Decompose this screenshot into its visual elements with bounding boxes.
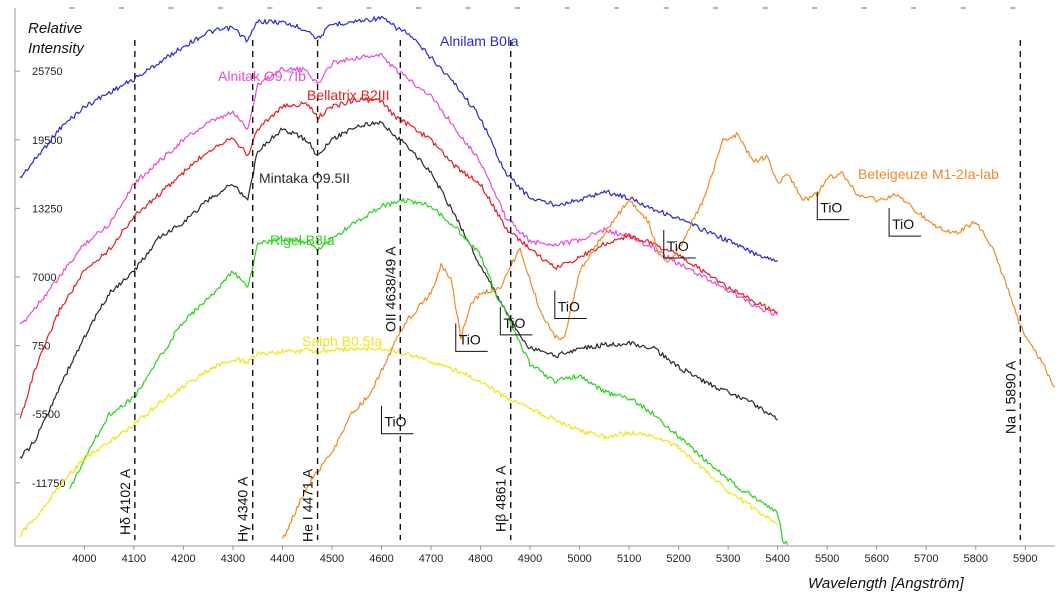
x-tick-label: 5300 [716, 553, 740, 565]
y-tick-label: 7000 [32, 272, 56, 284]
x-tick-label: 5900 [1013, 553, 1037, 565]
series-line [281, 131, 1056, 539]
series-label: Saiph B0.5Ia [302, 333, 382, 349]
series-label: Alnitak O9.7Ib [218, 68, 306, 84]
y-tick-label: -11750 [32, 478, 65, 490]
series-line [19, 52, 779, 325]
x-tick-label: 4000 [72, 553, 96, 565]
spectral-line-label: Na I 5890 A [1002, 360, 1018, 434]
x-tick-label: 4700 [419, 553, 443, 565]
spectral-line-label: Hβ 4861 A [493, 465, 509, 532]
x-tick-label: 4800 [468, 553, 492, 565]
series-line [19, 346, 778, 538]
series-line [19, 120, 778, 459]
axes [14, 8, 1055, 547]
spectral-line-label: He I 4471 A [300, 468, 316, 542]
tio-bracket [554, 290, 587, 319]
x-tick-label: 5500 [815, 553, 839, 565]
spectral-line-markers: Hδ 4102 A Hγ 4340 A He I 4471 A OII 4638/49… [117, 40, 1022, 542]
tio-bracket [816, 191, 850, 221]
tio-bracket [499, 306, 533, 336]
x-tick-label: 5400 [765, 553, 789, 565]
y-axis-title-line1: Relative [28, 20, 82, 37]
tio-bracket [380, 405, 414, 435]
x-tick-label: 5200 [666, 553, 690, 565]
series-line [68, 197, 789, 546]
spectral-line-label: Hδ 4102 A [117, 468, 133, 535]
tio-bracket [455, 323, 488, 352]
x-axis-title: Wavelength [Angström] [808, 575, 964, 592]
x-tick-group: 4000 4100 4200 4300 4400 4500 4600 4700 4800 4900… [69, 7, 1038, 565]
tio-bracket [888, 208, 922, 237]
spectral-line-label: OII 4638/49 A [382, 246, 398, 332]
tio-label: TiO [459, 331, 481, 347]
tio-markers: TiO TiO TiO TiO TiO TiO TiO [380, 191, 922, 435]
tio-label: TiO [820, 200, 842, 216]
x-tick-label: 4400 [270, 553, 294, 565]
y-tick-label: 750 [32, 341, 50, 353]
x-tick-label: 4300 [221, 553, 245, 565]
series-lines [19, 15, 1056, 546]
series-line [19, 97, 778, 419]
series-label: Bellatrix B2III [307, 87, 389, 103]
x-tick-label: 5600 [864, 553, 888, 565]
x-tick-label: 4200 [171, 553, 195, 565]
x-tick-label: 5000 [567, 553, 591, 565]
tio-label: TiO [667, 238, 689, 254]
y-tick-label: 25750 [32, 66, 63, 78]
y-tick-label: 19500 [32, 135, 63, 147]
x-tick-label: 4100 [122, 553, 146, 565]
x-tick-label: 4600 [369, 553, 393, 565]
spectral-line-label: Hγ 4340 A [235, 476, 251, 542]
series-line [19, 15, 779, 262]
series-label: Alnilam B0Ia [440, 33, 519, 49]
tio-bracket [663, 230, 696, 259]
series-label: Rigel B8Ia [270, 232, 335, 248]
x-tick-label: 5800 [964, 553, 988, 565]
tio-label: TiO [558, 298, 580, 314]
tio-label: TiO [384, 414, 406, 430]
tio-label: TiO [892, 216, 914, 232]
series-label: Beteigeuze M1-2Ia-lab [858, 166, 999, 182]
y-axis-title-line2: Intensity [28, 40, 85, 57]
x-tick-label: 4900 [518, 553, 542, 565]
series-label: Mintaka O9.5II [259, 170, 350, 186]
x-tick-label: 5100 [617, 553, 641, 565]
y-tick-label: 13250 [32, 203, 63, 215]
x-tick-label: 5700 [914, 553, 938, 565]
x-tick-label: 4500 [320, 553, 344, 565]
tio-label: TiO [503, 315, 525, 331]
